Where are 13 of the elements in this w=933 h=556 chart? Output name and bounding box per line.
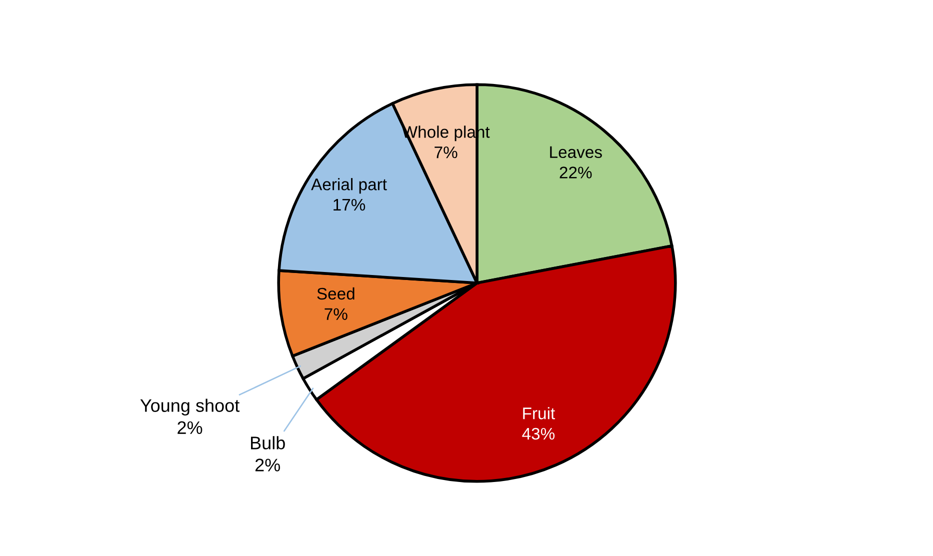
slice-label: Leaves [550, 146, 602, 158]
slice-label: Aerial part [311, 178, 387, 194]
slice-label: Young shoot [140, 398, 240, 416]
slice-label: Bulb [251, 436, 285, 450]
data-label: 22% [560, 166, 592, 178]
data-label: 7% [324, 308, 348, 320]
data-label: 7% [434, 146, 458, 158]
slice-label: Fruit [523, 407, 556, 420]
data-label: 43% [522, 428, 555, 440]
data-label: 2% [255, 458, 280, 472]
data-label: 17% [334, 198, 366, 211]
data-label: 2% [178, 421, 202, 434]
slice-label: Seed [317, 287, 354, 300]
